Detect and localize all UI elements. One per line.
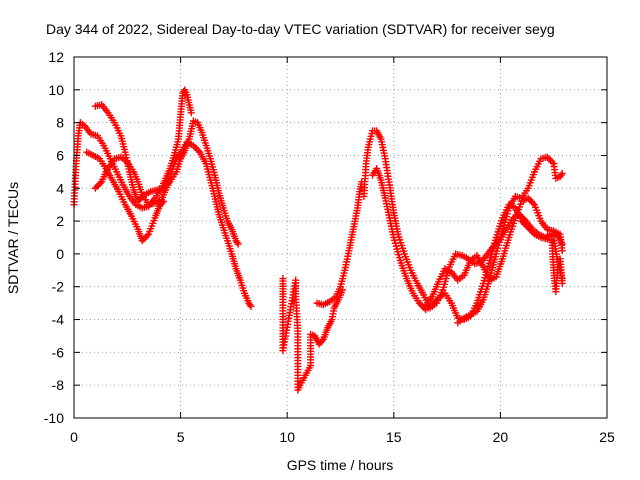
x-tick-label: 0 [70,429,78,445]
data-point [558,170,566,178]
x-tick-label: 25 [599,429,615,445]
y-tick-label: 2 [56,213,64,229]
data-point [558,247,566,255]
series-pass-j [454,153,566,327]
data-point [234,240,242,248]
x-tick-label: 5 [177,429,185,445]
ticks: 0 5 10 15 20 25 -10 -8 -6 -4 -2 0 2 4 6 8 10 12 [44,49,615,445]
data-point [187,109,195,117]
y-tick-label: -10 [44,410,64,426]
y-tick-label: 12 [48,49,64,65]
y-tick-label: -8 [52,377,65,393]
y-tick-label: -2 [52,279,65,295]
y-tick-label: 4 [56,180,64,196]
chart-title: Day 344 of 2022, Sidereal Day-to-day VTE… [46,21,555,37]
y-tick-label: 0 [56,246,64,262]
x-axis-title: GPS time / hours [287,457,394,473]
y-tick-label: 10 [48,82,64,98]
data-points [70,86,566,394]
y-tick-label: -6 [52,344,65,360]
grid [74,57,607,418]
y-tick-label: 6 [56,147,64,163]
x-tick-label: 15 [386,429,402,445]
plot-frame [73,56,608,419]
data-point [558,279,566,287]
series-pass-f [313,178,366,309]
data-point [247,302,255,310]
x-tick-label: 10 [279,429,295,445]
y-tick-label: 8 [56,115,64,131]
y-tick-label: -4 [52,312,65,328]
x-tick-label: 20 [493,429,509,445]
series-pass-k [548,227,566,296]
y-axis-title: SDTVAR / TECUs [5,182,21,294]
series-pass-d [91,138,255,310]
